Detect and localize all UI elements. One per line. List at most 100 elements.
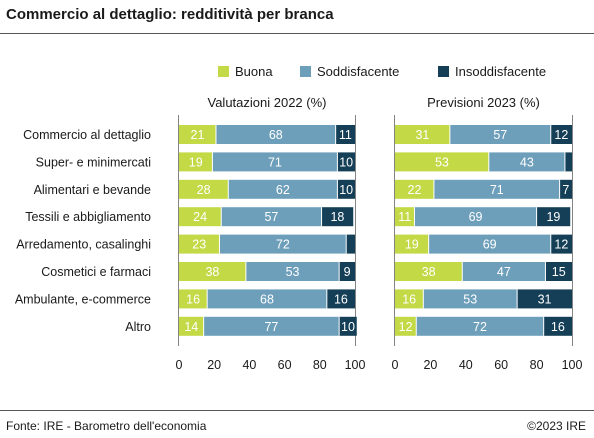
panel2-data-label-commercio-al-dettaglio-buona: 31	[415, 128, 429, 142]
category-label-altro: Altro	[125, 320, 151, 334]
panel1-bar-ambulante-e-commerce-buona	[179, 289, 208, 309]
legend-swatch-buona	[218, 66, 229, 77]
panel2-bar-ambulante-e-commerce-insoddisfacente	[517, 289, 572, 309]
stacked-bar-charts: Buona Soddisfacente Insoddisfacente Commerc…	[15, 64, 583, 372]
panel2-bar-ambulante-e-commerce-soddisfacente	[423, 289, 518, 309]
panel2-data-label-altro-buona: 12	[399, 320, 413, 334]
panel1-bar-super-e-minimercati-buona	[179, 152, 213, 172]
category-label-arredamento-casalinghi: Arredamento, casalinghi	[16, 238, 151, 252]
panel1-data-label-cosmetici-e-farmaci-buona: 38	[205, 265, 219, 279]
panel2-bar-arredamento-casalinghi-buona	[395, 234, 429, 254]
panel2-bar-altro-soddisfacente	[416, 316, 544, 336]
panel2-data-label-super-e-minimercati-buona: 53	[435, 155, 449, 169]
panel1-bar-cosmetici-e-farmaci-insoddisfacente	[339, 262, 355, 281]
legend-swatch-insoddisfacente	[438, 66, 449, 77]
panel2-data-label-tessili-e-abbigliamento-buona: 11	[398, 210, 411, 224]
panel2-bar-cosmetici-e-farmaci-insoddisfacente	[545, 262, 572, 281]
panel1-data-label-tessili-e-abbigliamento-insoddisfacente: 18	[330, 210, 344, 224]
panel1-bar-commercio-al-dettaglio-buona	[179, 125, 216, 144]
panel1-tick-label-80: 80	[313, 358, 327, 372]
bottom-rule	[0, 410, 594, 411]
panel2-data-label-ambulante-e-commerce-insoddisfacente: 31	[538, 292, 552, 306]
panel1-bar-tessili-e-abbigliamento-buona	[179, 207, 222, 227]
panel2-bar-cosmetici-e-farmaci-buona	[395, 262, 463, 281]
panel2-tick-label-0: 0	[392, 358, 399, 372]
category-label-ambulante-e-commerce: Ambulante, e-commerce	[15, 292, 151, 306]
panel1-data-label-cosmetici-e-farmaci-insoddisfacente: 9	[344, 265, 351, 279]
panel1-bar-altro-insoddisfacente	[339, 316, 357, 336]
panel1-data-label-ambulante-e-commerce-buona: 16	[186, 292, 200, 306]
panel2-data-label-ambulante-e-commerce-buona: 16	[402, 292, 416, 306]
panel1-data-label-commercio-al-dettaglio-insoddisfacente: 11	[339, 128, 352, 142]
panel1-bar-arredamento-casalinghi-buona	[179, 234, 220, 254]
panel1-tick-label-0: 0	[176, 358, 183, 372]
category-label-commercio-al-dettaglio: Commercio al dettaglio	[23, 128, 151, 142]
panel2-bar-super-e-minimercati-insoddisfacente	[564, 152, 572, 172]
panel2-data-label-tessili-e-abbigliamento-soddisfacente: 69	[469, 210, 483, 224]
panel1-data-label-super-e-minimercati-insoddisfacente: 10	[339, 155, 353, 169]
category-label-cosmetici-e-farmaci: Cosmetici e farmaci	[41, 265, 151, 279]
panel1-data-label-altro-insoddisfacente: 10	[341, 320, 355, 334]
panel1-data-label-ambulante-e-commerce-soddisfacente: 68	[260, 292, 274, 306]
panel1-data-label-commercio-al-dettaglio-buona: 21	[191, 128, 205, 142]
panel2-bar-super-e-minimercati-soddisfacente	[488, 152, 565, 172]
panel1-bar-cosmetici-e-farmaci-soddisfacente	[245, 262, 340, 281]
panel2-data-label-arredamento-casalinghi-insoddisfacente: 12	[554, 238, 568, 252]
panel2-tick-label-100: 100	[562, 358, 583, 372]
panel2-data-label-arredamento-casalinghi-buona: 19	[405, 238, 419, 252]
panel2-bar-commercio-al-dettaglio-buona	[395, 125, 450, 144]
category-label-tessili-e-abbigliamento: Tessili e abbigliamento	[25, 210, 151, 224]
panel2-bar-tessili-e-abbigliamento-buona	[395, 207, 415, 227]
panel2-tick-label-40: 40	[459, 358, 473, 372]
panel2-bar-super-e-minimercati-buona	[395, 152, 489, 172]
panel1-data-label-alimentari-e-bevande-buona: 28	[197, 183, 211, 197]
panel2-tick-label-20: 20	[423, 358, 437, 372]
panel2-data-label-altro-insoddisfacente: 16	[551, 320, 565, 334]
panel1-bar-tessili-e-abbigliamento-insoddisfacente	[321, 207, 354, 227]
panel1-tick-label-40: 40	[242, 358, 256, 372]
panel1-title: Valutazioni 2022 (%)	[208, 95, 327, 110]
panel2-data-label-alimentari-e-bevande-insoddisfacente: 7	[562, 183, 569, 197]
panel1-bar-altro-buona	[179, 316, 204, 336]
panel1-bar-ambulante-e-commerce-insoddisfacente	[326, 289, 355, 309]
panel2-data-label-cosmetici-e-farmaci-soddisfacente: 47	[497, 265, 511, 279]
panel2-data-label-ambulante-e-commerce-soddisfacente: 53	[463, 292, 477, 306]
copyright-note: ©2023 IRE	[527, 419, 586, 433]
panel1-data-label-arredamento-casalinghi-buona: 23	[192, 238, 206, 252]
panel1-tick-label-20: 20	[207, 358, 221, 372]
panel1-tick-label-60: 60	[278, 358, 292, 372]
panel2-tick-label-60: 60	[494, 358, 508, 372]
panel2-bar-alimentari-e-bevande-buona	[395, 179, 434, 199]
panel2-bar-arredamento-casalinghi-soddisfacente	[428, 234, 551, 254]
chart-title: Commercio al dettaglio: redditività per …	[6, 6, 334, 23]
panel2-bar-altro-insoddisfacente	[543, 316, 572, 336]
panel1-bar-alimentari-e-bevande-buona	[179, 179, 229, 199]
panel1-bar-arredamento-casalinghi-soddisfacente	[219, 234, 347, 254]
panel2-bar-arredamento-casalinghi-insoddisfacente	[550, 234, 572, 254]
panel2-data-label-commercio-al-dettaglio-insoddisfacente: 12	[554, 128, 568, 142]
panel1-data-label-arredamento-casalinghi-soddisfacente: 72	[276, 238, 290, 252]
panel2-tick-label-80: 80	[530, 358, 544, 372]
category-label-super-e-minimercati: Super- e minimercati	[36, 155, 151, 169]
panel1-bar-commercio-al-dettaglio-soddisfacente	[215, 125, 336, 144]
legend-label-soddisfacente: Soddisfacente	[317, 64, 399, 79]
panel2-data-label-cosmetici-e-farmaci-buona: 38	[422, 265, 436, 279]
category-label-alimentari-e-bevande: Alimentari e bevande	[34, 183, 151, 197]
legend-swatch-soddisfacente	[300, 66, 311, 77]
panel2-bar-commercio-al-dettaglio-insoddisfacente	[550, 125, 572, 144]
panel1-bar-ambulante-e-commerce-soddisfacente	[207, 289, 327, 309]
panel1-data-label-cosmetici-e-farmaci-soddisfacente: 53	[286, 265, 300, 279]
panel2-data-label-commercio-al-dettaglio-soddisfacente: 57	[493, 128, 507, 142]
panel1-bar-super-e-minimercati-insoddisfacente	[337, 152, 355, 172]
panel1-bar-alimentari-e-bevande-soddisfacente	[228, 179, 338, 199]
panel1-data-label-altro-buona: 14	[184, 320, 198, 334]
panel2-data-label-tessili-e-abbigliamento-insoddisfacente: 19	[546, 210, 560, 224]
panel1-data-label-super-e-minimercati-soddisfacente: 71	[268, 155, 282, 169]
panel1-bar-tessili-e-abbigliamento-soddisfacente	[221, 207, 322, 227]
panel2-bar-cosmetici-e-farmaci-soddisfacente	[462, 262, 546, 281]
panel2-data-label-alimentari-e-bevande-soddisfacente: 71	[490, 183, 504, 197]
panel1-data-label-altro-soddisfacente: 77	[264, 320, 278, 334]
panel1-data-label-tessili-e-abbigliamento-buona: 24	[193, 210, 207, 224]
panel2-data-label-super-e-minimercati-soddisfacente: 43	[520, 155, 534, 169]
panel1-data-label-ambulante-e-commerce-insoddisfacente: 16	[334, 292, 348, 306]
